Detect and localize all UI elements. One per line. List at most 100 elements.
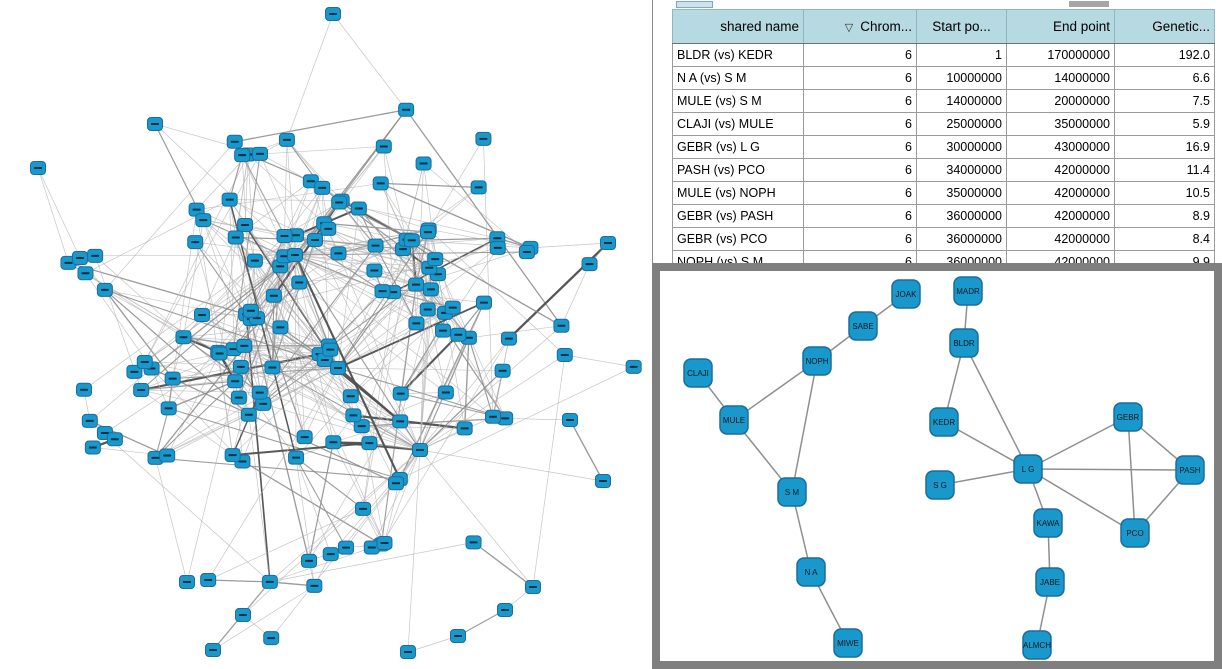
table-cell[interactable]: 30000000 bbox=[916, 135, 1007, 159]
overview-node[interactable] bbox=[265, 288, 282, 303]
overview-node[interactable] bbox=[434, 323, 451, 338]
overview-node[interactable] bbox=[261, 574, 278, 589]
overview-node[interactable] bbox=[600, 236, 616, 250]
overview-node[interactable] bbox=[211, 346, 228, 361]
table-row[interactable]: BLDR (vs) KEDR 6 1 170000000 192.0 bbox=[672, 43, 1215, 67]
overview-node[interactable] bbox=[76, 382, 93, 397]
table-cell[interactable]: 6 bbox=[803, 250, 917, 263]
overview-node[interactable] bbox=[224, 448, 241, 463]
overview-node[interactable] bbox=[330, 361, 346, 375]
column-header-end-point[interactable]: End point bbox=[1006, 9, 1115, 44]
overview-node[interactable] bbox=[556, 347, 573, 362]
overview-node[interactable] bbox=[581, 257, 598, 272]
overview-node[interactable] bbox=[355, 501, 372, 516]
overview-node[interactable] bbox=[205, 643, 221, 657]
overview-node[interactable] bbox=[456, 421, 473, 436]
table-row[interactable]: GEBR (vs) PCO 6 36000000 42000000 8.4 bbox=[672, 227, 1215, 251]
table-cell[interactable]: 6.6 bbox=[1114, 66, 1215, 90]
network-node-mule[interactable]: MULE bbox=[719, 405, 749, 435]
overview-node[interactable] bbox=[398, 102, 415, 117]
network-node-l-g[interactable]: L G bbox=[1013, 454, 1043, 484]
overview-node[interactable] bbox=[255, 396, 272, 411]
overview-node[interactable] bbox=[489, 240, 506, 255]
overview-node[interactable] bbox=[367, 238, 384, 253]
network-node-s-g[interactable]: S G bbox=[925, 470, 955, 500]
overview-node[interactable] bbox=[187, 235, 204, 250]
table-cell[interactable]: 42000000 bbox=[1006, 227, 1115, 251]
overview-node[interactable] bbox=[353, 419, 370, 434]
overview-node[interactable] bbox=[450, 629, 466, 643]
table-cell[interactable]: 35000000 bbox=[916, 181, 1007, 205]
overview-node[interactable] bbox=[361, 436, 378, 451]
network-edge[interactable] bbox=[791, 360, 818, 493]
overview-node[interactable] bbox=[30, 161, 46, 175]
table-cell[interactable]: 34000000 bbox=[916, 158, 1007, 182]
table-cell[interactable]: 36000000 bbox=[916, 227, 1007, 251]
overview-node[interactable] bbox=[314, 180, 331, 195]
overview-node[interactable] bbox=[246, 253, 263, 268]
overview-node[interactable] bbox=[179, 575, 195, 589]
overview-node[interactable] bbox=[345, 408, 362, 423]
network-node-kedr[interactable]: KEDR bbox=[929, 407, 959, 437]
table-row[interactable]: N A (vs) S M 6 10000000 14000000 6.6 bbox=[672, 66, 1215, 90]
network-node-gebr[interactable]: GEBR bbox=[1113, 402, 1143, 432]
table-cell[interactable]: 14000000 bbox=[1006, 66, 1115, 90]
table-row[interactable]: NOPH (vs) S M 6 36000000 42000000 9.9 bbox=[672, 250, 1215, 263]
table-cell[interactable]: 35000000 bbox=[1006, 112, 1115, 136]
overview-node[interactable] bbox=[242, 303, 259, 318]
overview-node[interactable] bbox=[221, 192, 238, 207]
overview-node[interactable] bbox=[595, 474, 611, 488]
overview-node[interactable] bbox=[392, 414, 409, 429]
overview-node[interactable] bbox=[251, 385, 268, 400]
table-cell[interactable]: 1 bbox=[916, 43, 1007, 67]
overview-node[interactable] bbox=[235, 608, 251, 622]
overview-node[interactable] bbox=[237, 217, 254, 232]
table-cell[interactable]: 42000000 bbox=[1006, 250, 1115, 263]
network-node-bldr[interactable]: BLDR bbox=[949, 328, 979, 358]
filter-funnel-icon[interactable]: ▽ bbox=[844, 22, 854, 34]
table-cell[interactable]: 6 bbox=[803, 204, 917, 228]
table-cell[interactable]: BLDR (vs) KEDR bbox=[672, 43, 804, 67]
table-row[interactable]: CLAJI (vs) MULE 6 25000000 35000000 5.9 bbox=[672, 112, 1215, 136]
network-node-joak[interactable]: JOAK bbox=[891, 279, 921, 309]
network-node-kawa[interactable]: KAWA bbox=[1033, 508, 1063, 538]
overview-node[interactable] bbox=[234, 148, 251, 163]
overview-node[interactable] bbox=[338, 540, 355, 555]
overview-node[interactable] bbox=[422, 282, 439, 297]
table-cell[interactable]: GEBR (vs) L G bbox=[672, 135, 804, 159]
overview-node[interactable] bbox=[342, 389, 359, 404]
network-node-jabe[interactable]: JABE bbox=[1035, 567, 1065, 597]
overview-network[interactable] bbox=[0, 0, 652, 669]
overview-node[interactable] bbox=[400, 645, 416, 659]
table-cell[interactable]: 25000000 bbox=[916, 112, 1007, 136]
overview-node[interactable] bbox=[372, 176, 389, 191]
overview-node[interactable] bbox=[444, 300, 461, 315]
table-horizontal-scrollbar[interactable] bbox=[653, 0, 1222, 9]
overview-node[interactable] bbox=[553, 318, 570, 333]
overview-node[interactable] bbox=[450, 327, 467, 342]
overview-node[interactable] bbox=[136, 355, 153, 370]
overview-node[interactable] bbox=[106, 432, 123, 447]
overview-node[interactable] bbox=[226, 134, 243, 149]
overview-node[interactable] bbox=[193, 308, 210, 323]
overview-node[interactable] bbox=[325, 7, 341, 21]
overview-node[interactable] bbox=[287, 248, 303, 262]
network-node-sabe[interactable]: SABE bbox=[848, 311, 878, 341]
table-cell[interactable]: 9.9 bbox=[1114, 250, 1215, 263]
table-cell[interactable]: 16.9 bbox=[1114, 135, 1215, 159]
overview-node[interactable] bbox=[562, 413, 578, 427]
overview-node[interactable] bbox=[236, 338, 253, 353]
overview-node[interactable] bbox=[415, 156, 432, 171]
table-cell[interactable]: 6 bbox=[803, 181, 917, 205]
table-cell[interactable]: 14000000 bbox=[916, 89, 1007, 113]
overview-node[interactable] bbox=[240, 407, 257, 422]
overview-node[interactable] bbox=[427, 252, 444, 267]
table-cell[interactable]: 6 bbox=[803, 112, 917, 136]
overview-node[interactable] bbox=[408, 277, 425, 292]
overview-node[interactable] bbox=[288, 450, 305, 465]
table-cell[interactable]: 5.9 bbox=[1114, 112, 1215, 136]
overview-node[interactable] bbox=[366, 263, 383, 278]
network-edge[interactable] bbox=[1027, 468, 1191, 471]
overview-node[interactable] bbox=[227, 230, 244, 245]
table-cell[interactable]: CLAJI (vs) MULE bbox=[672, 112, 804, 136]
